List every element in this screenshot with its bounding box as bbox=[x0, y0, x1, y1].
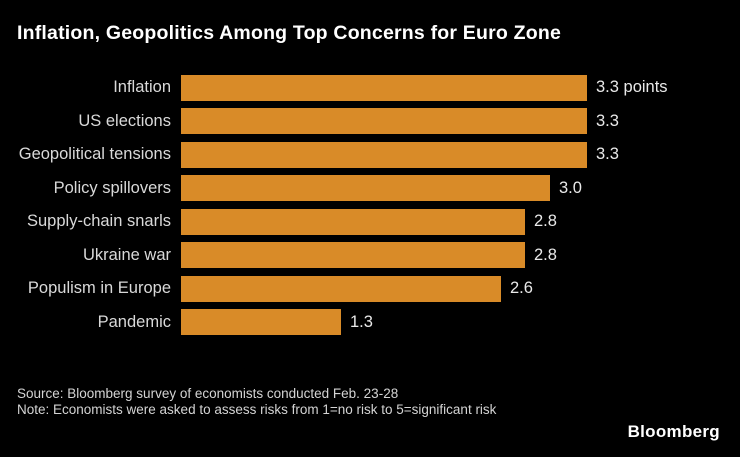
bar-row: Geopolitical tensions 3.3 bbox=[0, 138, 740, 172]
bar-row: Supply-chain snarls 2.8 bbox=[0, 205, 740, 239]
bloomberg-logo: Bloomberg bbox=[627, 422, 720, 441]
bar bbox=[181, 74, 587, 101]
bar-row: Policy spillovers 3.0 bbox=[0, 172, 740, 206]
bar-label: Ukraine war bbox=[82, 245, 171, 264]
bar-value: 3.3 bbox=[596, 145, 619, 164]
bar-value: 3.3 points bbox=[596, 78, 668, 97]
bar-label: Supply-chain snarls bbox=[27, 212, 171, 231]
bar bbox=[181, 242, 525, 269]
bar-label: Geopolitical tensions bbox=[18, 145, 171, 164]
bar-value: 3.0 bbox=[559, 178, 582, 197]
bar-row: Inflation 3.3 points bbox=[0, 71, 740, 105]
bar-row: US elections 3.3 bbox=[0, 105, 740, 139]
bar-label: Populism in Europe bbox=[27, 279, 171, 298]
bar-chart: Inflation 3.3 points US elections 3.3 Geopol… bbox=[0, 71, 740, 339]
bar-row: Ukraine war 2.8 bbox=[0, 239, 740, 273]
bar-value: 2.8 bbox=[534, 245, 557, 264]
methodology-note: Note: Economists were asked to assess ri… bbox=[17, 402, 497, 417]
bar bbox=[181, 108, 587, 135]
bar bbox=[181, 309, 341, 336]
bar bbox=[181, 208, 525, 235]
source-note: Source: Bloomberg survey of economists c… bbox=[17, 386, 399, 401]
bar-value: 1.3 bbox=[350, 312, 373, 331]
bar-value: 2.8 bbox=[534, 212, 557, 231]
bar bbox=[181, 141, 587, 168]
bar-row: Pandemic 1.3 bbox=[0, 306, 740, 340]
bar bbox=[181, 275, 501, 302]
bar-value: 3.3 bbox=[596, 111, 619, 130]
bar-row: Populism in Europe 2.6 bbox=[0, 272, 740, 306]
bar bbox=[181, 175, 550, 202]
bar-label: Policy spillovers bbox=[53, 178, 171, 197]
footer-notes: Source: Bloomberg survey of economists c… bbox=[17, 386, 496, 418]
chart-title: Inflation, Geopolitics Among Top Concern… bbox=[17, 22, 561, 44]
bar-label: Inflation bbox=[113, 78, 171, 97]
bar-label: Pandemic bbox=[97, 312, 171, 331]
bar-label: US elections bbox=[78, 111, 171, 130]
bar-value: 2.6 bbox=[510, 279, 533, 298]
